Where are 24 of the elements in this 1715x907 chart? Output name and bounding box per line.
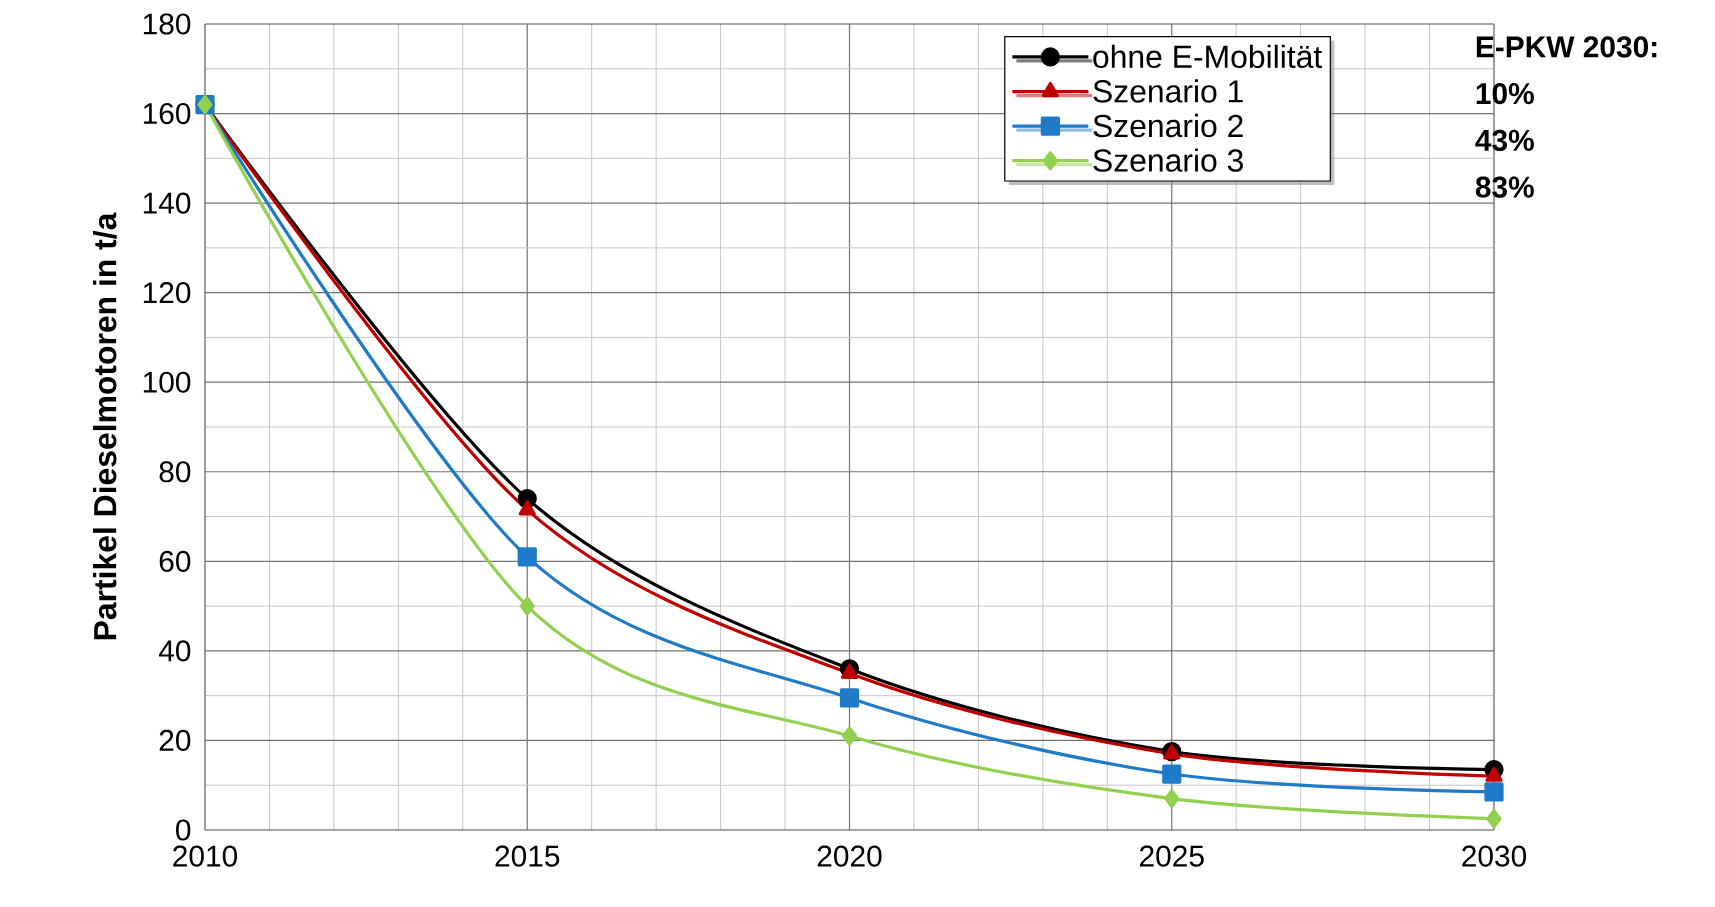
y-tick-label: 180: [143, 13, 191, 35]
y-tick-label: 20: [159, 729, 191, 752]
x-tick-label: 2015: [495, 845, 560, 867]
legend-label: Szenario 2: [1093, 113, 1243, 138]
y-tick-label: 100: [143, 371, 191, 393]
y-tick-label: 0: [176, 819, 191, 841]
annotation: E-PKW 2030:: [1476, 36, 1657, 58]
y-tick-label: 40: [158, 640, 191, 662]
legend-label: ohne E-Mobilität: [1093, 44, 1323, 69]
legend-label: Szenario 3: [1093, 148, 1243, 172]
y-axis-title: Partikel Dieselmotoren in t/a: [93, 212, 117, 640]
y-tick-label: 140: [143, 192, 191, 214]
x-tick-label: 2025: [1140, 845, 1204, 867]
x-tick-label: 2020: [817, 845, 882, 867]
annotation: 10%: [1476, 83, 1534, 105]
y-tick-label: 160: [143, 102, 191, 125]
y-tick-label: 80: [159, 461, 191, 483]
annotation: 43%: [1475, 129, 1534, 151]
x-tick-label: 2010: [173, 845, 238, 867]
y-tick-label: 60: [159, 550, 191, 572]
annotation: 83%: [1475, 176, 1534, 198]
legend-label: Szenario 1: [1093, 79, 1243, 103]
x-tick-label: 2030: [1462, 845, 1527, 867]
y-tick-label: 120: [143, 282, 191, 304]
